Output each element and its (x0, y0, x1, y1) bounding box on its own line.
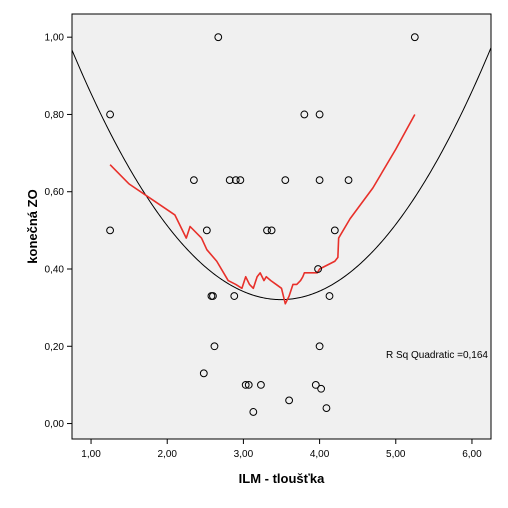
y-axis-title: konečná ZO (25, 189, 40, 263)
y-axis-ticks: 0,00 0,20 0,40 0,60 0,80 1,00 (45, 33, 72, 430)
y-tick-label: 0,60 (45, 187, 65, 198)
loess-fit-line (109, 114, 416, 305)
x-tick-label: 6,00 (462, 449, 482, 460)
x-tick-label: 4,00 (310, 449, 330, 460)
x-tick-label: 5,00 (386, 449, 406, 460)
data-point (317, 384, 326, 393)
data-point (311, 381, 320, 389)
x-axis-ticks: 1,00 2,00 3,00 4,00 5,00 6,00 (81, 439, 482, 460)
x-tick-label: 2,00 (157, 449, 177, 460)
data-point (244, 381, 253, 389)
y-tick-label: 1,00 (45, 33, 65, 44)
data-point (189, 176, 198, 185)
data-point (344, 176, 353, 185)
data-point (209, 292, 217, 300)
data-point (199, 369, 208, 378)
data-point (315, 342, 324, 351)
data-point (330, 226, 339, 235)
data-point (410, 33, 419, 42)
plot-area (71, 13, 492, 440)
data-point (106, 226, 114, 235)
data-point (315, 110, 324, 119)
data-point (230, 292, 239, 300)
y-tick-label: 0,80 (45, 110, 65, 121)
data-point (202, 226, 211, 235)
r-squared-annotation: R Sq Quadratic =0,164 (386, 350, 488, 361)
data-point (263, 226, 271, 235)
quadratic-fit-line (72, 47, 491, 301)
data-point (106, 110, 114, 119)
data-point (236, 176, 245, 185)
data-point (285, 396, 294, 405)
fit-lines (72, 47, 491, 305)
x-tick-label: 1,00 (81, 449, 101, 460)
data-point (214, 33, 223, 42)
x-tick-label: 3,00 (234, 449, 254, 460)
data-point (314, 265, 322, 273)
data-point (315, 176, 324, 185)
data-point (281, 176, 290, 185)
y-tick-label: 0,20 (45, 342, 65, 353)
data-point (300, 110, 309, 119)
data-point (257, 381, 265, 389)
x-axis-title: ILM - tloušťka (239, 471, 325, 486)
data-point (325, 292, 334, 300)
data-point (210, 342, 219, 351)
data-point (249, 408, 258, 416)
data-point (267, 226, 276, 235)
y-tick-label: 0,40 (45, 265, 65, 276)
data-point (231, 176, 240, 185)
data-point (241, 381, 250, 389)
data-points (106, 33, 419, 416)
data-point (225, 176, 234, 185)
y-tick-label: 0,00 (45, 419, 65, 430)
data-point (322, 404, 331, 412)
